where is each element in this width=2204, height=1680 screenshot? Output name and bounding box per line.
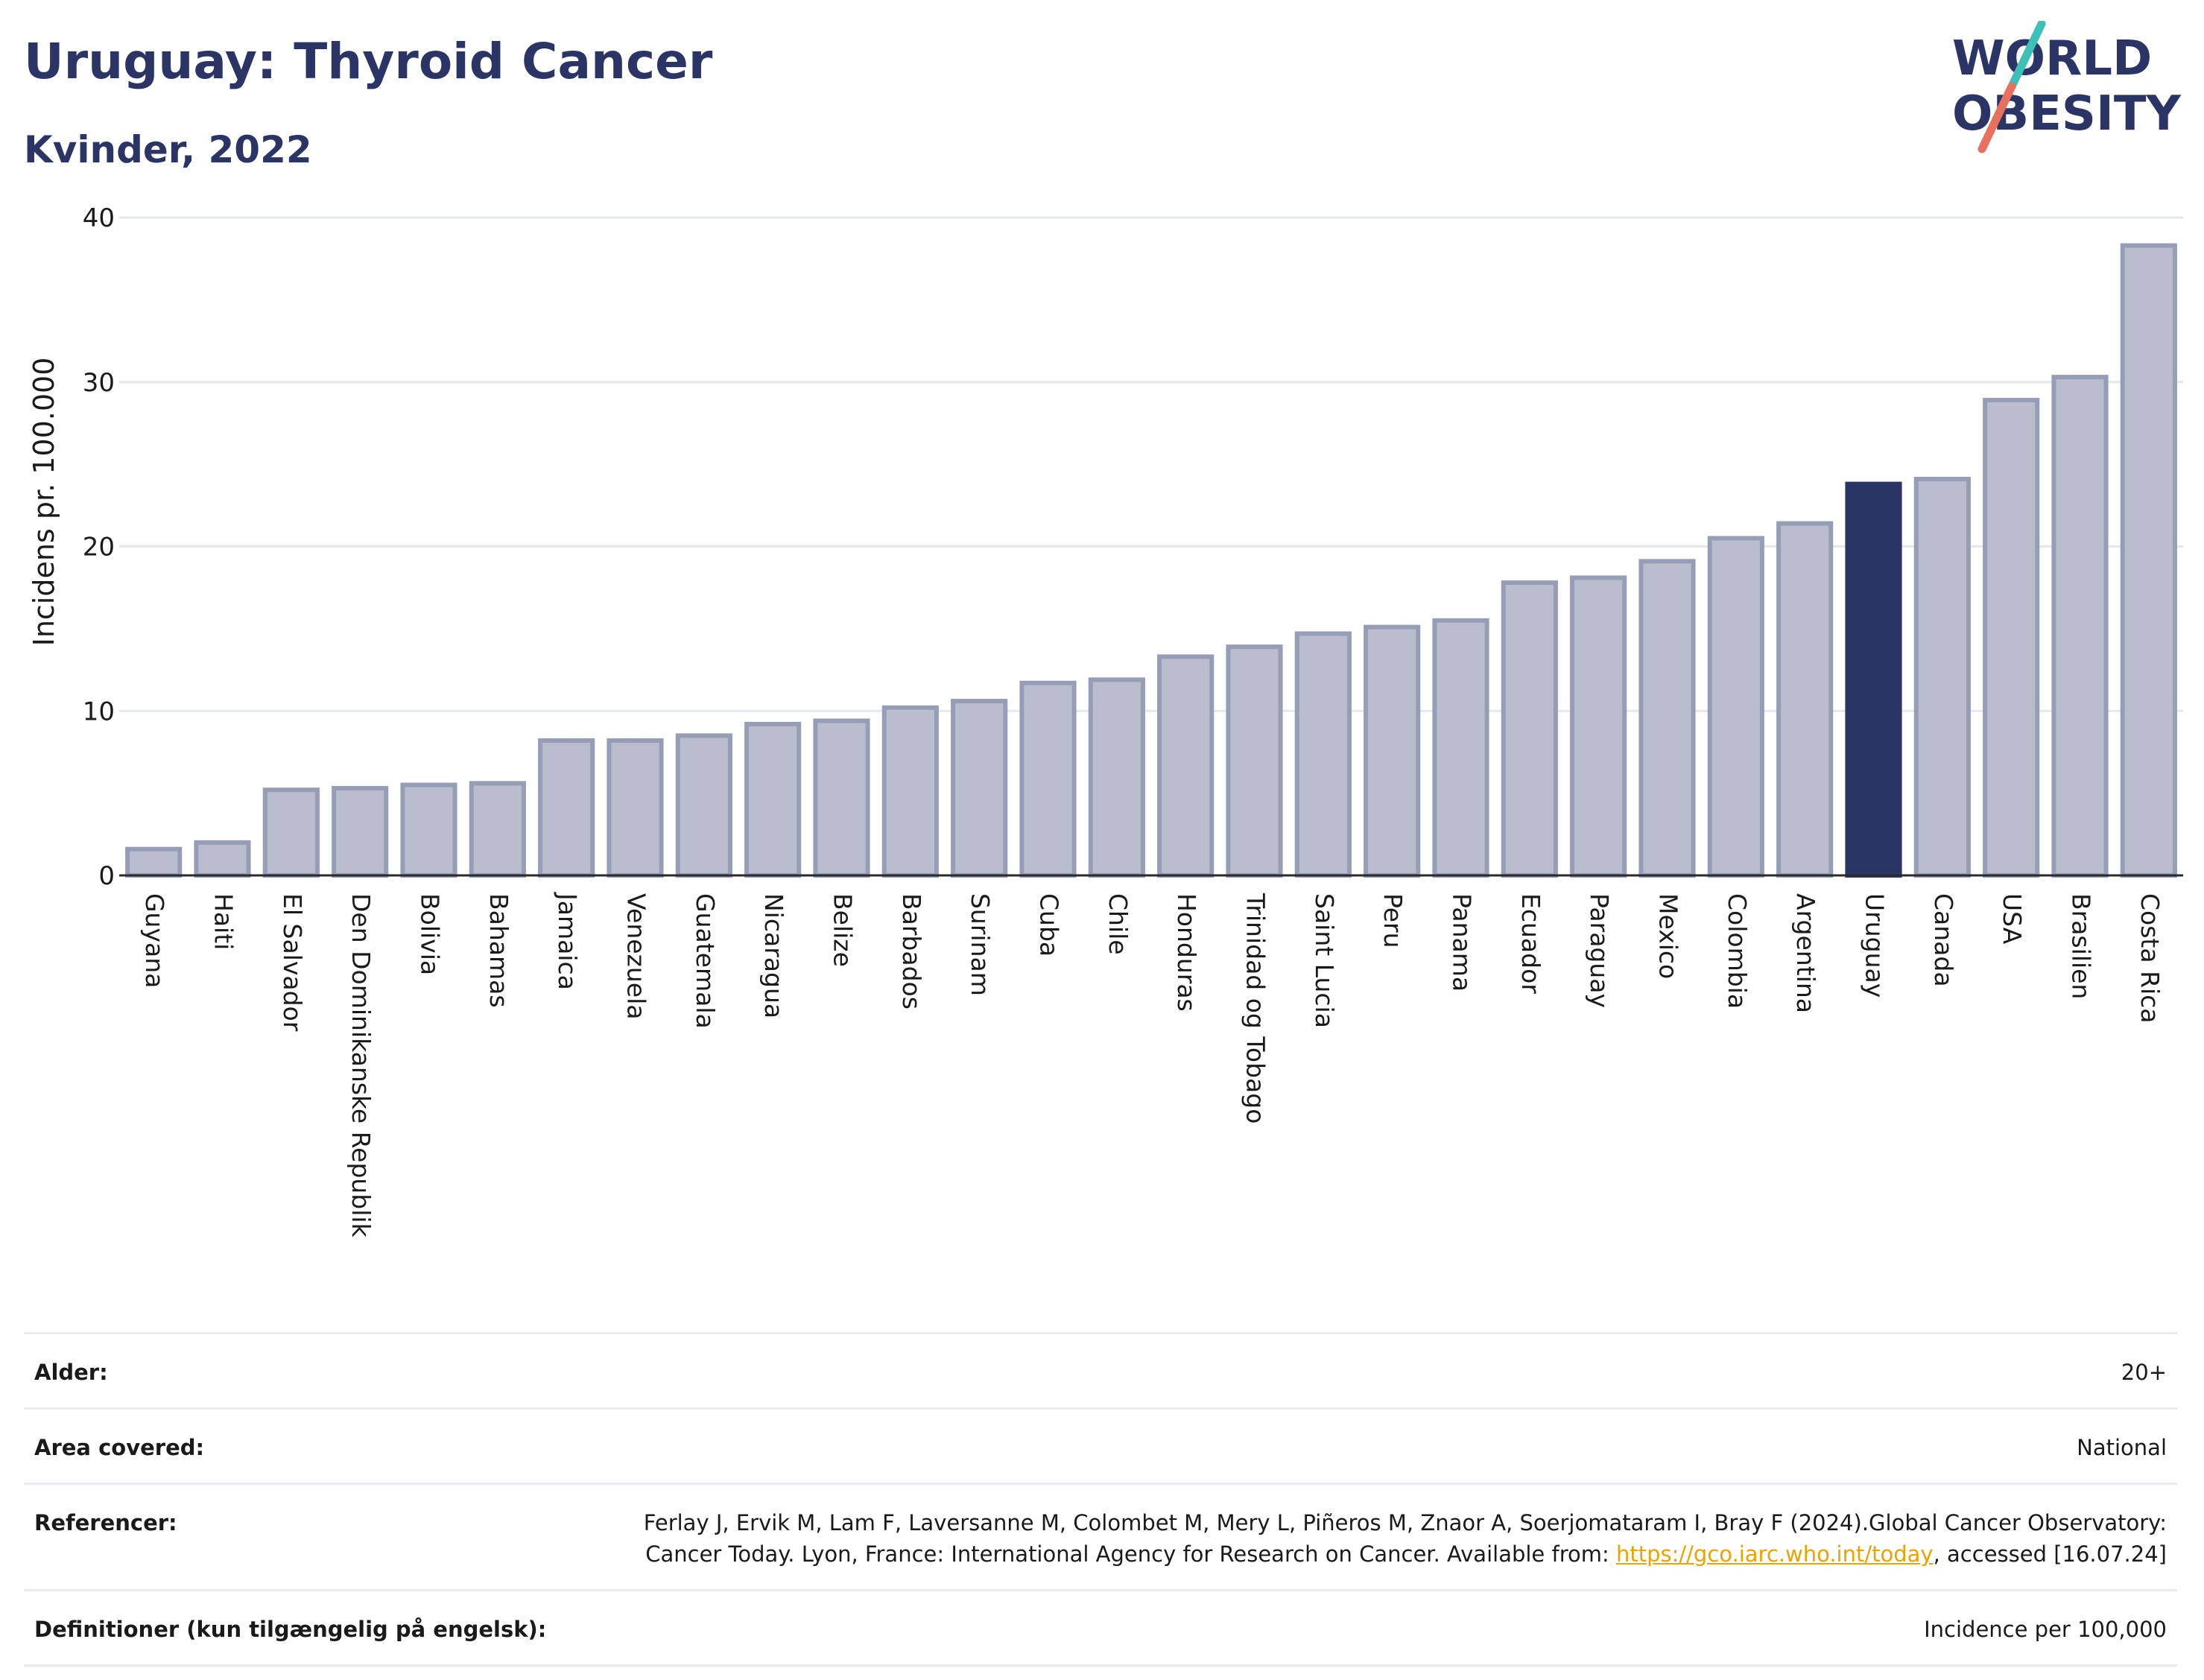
meta-row-references: Referencer: Ferlay J, Ervik M, Lam F, La… [24, 1483, 2177, 1589]
y-tick-label: 40 [83, 203, 115, 233]
bar-mexico [1638, 559, 1696, 878]
logo-slash-coral [1977, 82, 2016, 153]
x-tick-label: USA [1998, 893, 2027, 945]
y-tick-label: 30 [83, 368, 115, 398]
bar-jamaica [538, 738, 595, 878]
x-tick-label: Den Dominikanske Republik [346, 893, 376, 1238]
bar-guatemala [675, 733, 732, 878]
meta-value-definitions: Incidence per 100,000 [1924, 1617, 2167, 1642]
bar-saint-lucia [1294, 631, 1352, 878]
bar-bahamas [469, 781, 526, 878]
x-tick-label: Jamaica [553, 892, 582, 990]
x-tick-label: Chile [1103, 893, 1133, 955]
x-tick-label: Peru [1378, 893, 1407, 948]
x-tick-label: Trinidad og Tobago [1241, 893, 1270, 1123]
meta-key-area: Area covered: [34, 1435, 205, 1460]
metadata-table: Alder: 20+ Area covered: National Refere… [24, 1332, 2177, 1667]
x-tick-label: Canada [1929, 893, 1958, 987]
bar-chile [1088, 677, 1145, 878]
x-tick-label: Argentina [1791, 893, 1820, 1013]
x-tick-label: Belize [829, 893, 858, 967]
bar-usa [1983, 398, 2040, 878]
chart-subtitle: Kvinder, 2022 [24, 128, 312, 171]
x-tick-label: Ecuador [1516, 893, 1545, 994]
y-tick-label: 20 [83, 533, 115, 562]
x-axis-labels: Guyana Haiti El Salvador Den Dominikanske R… [140, 892, 2165, 1238]
bar-haiti [194, 840, 251, 878]
bar-nicaragua [744, 721, 802, 878]
meta-value-references: Ferlay J, Ervik M, Lam F, Laversanne M, … [572, 1507, 2167, 1570]
x-tick-label: El Salvador [278, 893, 307, 1032]
bar-argentina [1776, 521, 1834, 878]
bar-chart: 0 10 20 30 40 Guyana Haiti El Salvador Den Domi… [28, 203, 2183, 1238]
x-tick-label: Mexico [1654, 893, 1683, 979]
meta-key-definitions: Definitioner (kun tilgængelig på engelsk… [34, 1617, 547, 1642]
bar-el-salvador [262, 787, 320, 878]
y-tick-label: 10 [83, 697, 115, 726]
x-tick-label: Colombia [1723, 893, 1752, 1009]
meta-key-references: Referencer: [34, 1510, 177, 1535]
logo-text-world: WORLD [1952, 31, 2152, 86]
bar-peru [1364, 624, 1421, 878]
bar-brasilien [2051, 375, 2109, 878]
y-tick-label: 0 [98, 861, 115, 891]
bar-venezuela [607, 738, 664, 878]
logo-slash-teal [2007, 21, 2046, 91]
chart-title: Uruguay: Thyroid Cancer [24, 33, 713, 90]
reference-accessed: , accessed [16.07.24] [1933, 1541, 2167, 1567]
bar-surinam [951, 699, 1008, 878]
x-tick-label: Saint Lucia [1310, 893, 1339, 1028]
bar-colombia [1707, 536, 1764, 878]
x-tick-label: Costa Rica [2135, 893, 2165, 1024]
x-tick-label: Surinam [966, 893, 995, 996]
bar-costa-rica [2120, 243, 2177, 878]
x-tick-label: Barbados [897, 893, 926, 1009]
x-tick-label: Guatemala [691, 893, 720, 1029]
bar-trinidad-og-tobago [1226, 644, 1283, 878]
y-axis-label: Incidens pr. 100.000 [28, 358, 60, 647]
x-tick-label: Nicaragua [759, 893, 788, 1018]
x-tick-label: Paraguay [1585, 893, 1614, 1008]
meta-key-age: Alder: [34, 1360, 108, 1385]
reference-link[interactable]: https://gco.iarc.who.int/today [1615, 1541, 1934, 1567]
x-tick-label: Cuba [1035, 893, 1064, 957]
x-tick-label: Uruguay [1861, 893, 1890, 998]
bar-guyana [125, 846, 183, 878]
bar-belize [813, 718, 870, 878]
world-obesity-logo: WORLD OBESITY [1952, 21, 2181, 153]
bar-den-dominikanske-republik [332, 786, 389, 878]
bar-honduras [1157, 654, 1215, 878]
reference-text: Ferlay J, Ervik M, Lam F, Laversanne M, … [643, 1510, 2167, 1567]
meta-value-age: 20+ [2121, 1360, 2167, 1385]
x-tick-label: Guyana [140, 893, 169, 988]
bar-panama [1432, 618, 1489, 878]
meta-row-definitions: Definitioner (kun tilgængelig på engelsk… [24, 1589, 2177, 1667]
meta-row-age: Alder: 20+ [24, 1332, 2177, 1407]
x-tick-label: Bolivia [416, 893, 445, 975]
x-tick-label: Bahamas [484, 893, 513, 1008]
bar-paraguay [1570, 575, 1627, 878]
meta-value-area: National [2077, 1435, 2167, 1460]
bars [125, 243, 2177, 878]
x-tick-label: Brasilien [2067, 893, 2096, 999]
x-tick-label: Honduras [1172, 893, 1201, 1012]
bar-bolivia [400, 782, 457, 878]
x-tick-label: Venezuela [622, 893, 651, 1019]
bar-cuba [1019, 680, 1077, 878]
bar-uruguay [1845, 481, 1902, 878]
bar-canada [1913, 476, 1971, 878]
meta-row-area: Area covered: National [24, 1407, 2177, 1483]
bar-barbados [881, 705, 939, 878]
bar-ecuador [1501, 580, 1558, 878]
x-tick-label: Haiti [209, 893, 238, 950]
x-tick-label: Panama [1448, 893, 1477, 992]
y-axis-ticks: 0 10 20 30 40 [83, 203, 115, 891]
